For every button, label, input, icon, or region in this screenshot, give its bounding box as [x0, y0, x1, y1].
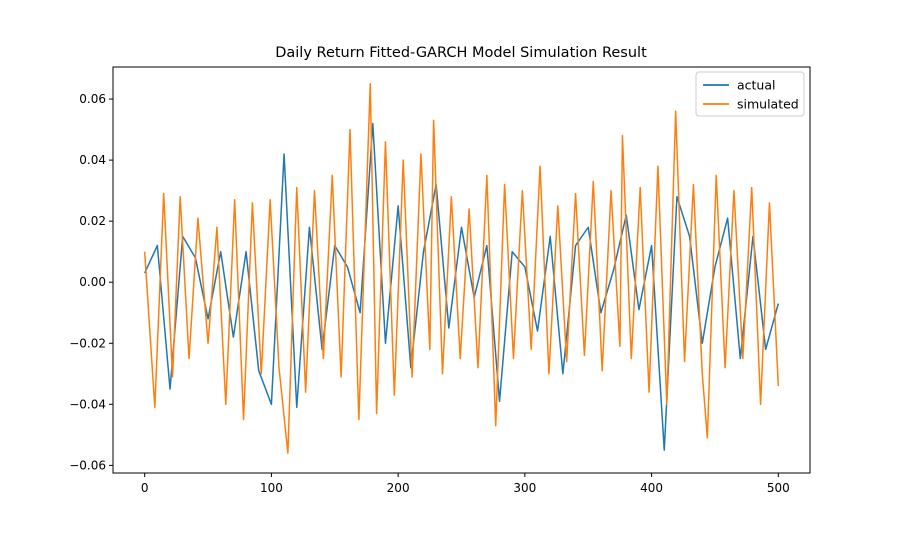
series-layer: [143, 83, 780, 454]
y-tick-label: 0.00: [79, 275, 106, 289]
plot-area: [143, 83, 780, 454]
axes-frame: [112, 66, 811, 474]
y-tick-label: 0.06: [79, 92, 106, 106]
axes-layer: 0 100 200 300 400 500 −0.06 −0.04 −0.02 0.00 0.02 0…: [69, 92, 790, 495]
legend-label-simulated: simulated: [737, 97, 799, 112]
x-tick-label: 300: [513, 481, 536, 495]
x-tick-label: 100: [260, 481, 283, 495]
series-line-actual: [143, 122, 780, 451]
x-tick-label: 0: [141, 481, 149, 495]
y-tick-label: −0.04: [69, 397, 106, 411]
chart-title: Daily Return Fitted-GARCH Model Simulati…: [275, 45, 647, 61]
y-tick-label: 0.04: [79, 153, 106, 167]
series-line-simulated: [143, 83, 780, 454]
x-tick-label: 200: [387, 481, 410, 495]
x-tick-label: 400: [640, 481, 663, 495]
legend-label-actual: actual: [737, 78, 776, 93]
y-tick-label: −0.06: [69, 458, 106, 472]
y-tick-label: −0.02: [69, 336, 106, 350]
x-tick-label: 500: [767, 481, 790, 495]
y-tick-label: 0.02: [79, 214, 106, 228]
legend: actual simulated: [695, 71, 805, 117]
legend-box: [695, 71, 805, 117]
